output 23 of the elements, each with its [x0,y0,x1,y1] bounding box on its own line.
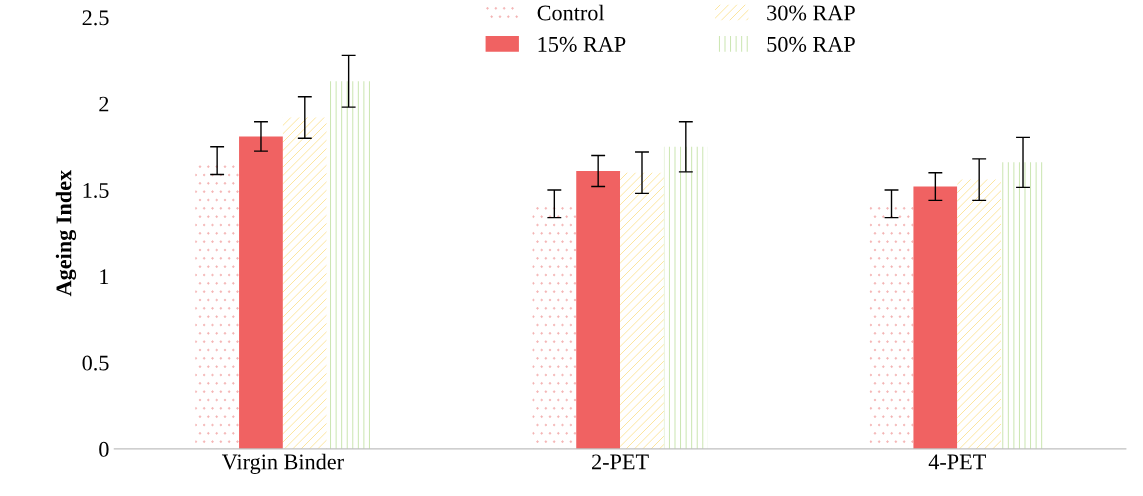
x-tick-label: 4-PET [928,454,986,470]
y-tick-label: 0.5 [82,355,109,371]
bar [282,117,327,449]
bar [1001,162,1045,449]
legend-label: 50% RAP [767,36,855,52]
x-tick-label: Virgin Binder [221,453,344,474]
legend-label: 15% RAP [538,36,626,52]
bar [239,136,283,449]
x-tick-label: 2-PET [592,454,649,470]
bar [957,179,1002,449]
bar [620,172,664,449]
bar [663,146,708,449]
legend-label: Control [537,4,605,21]
y-tick-label: 0 [99,441,109,457]
bar [326,81,371,449]
bar [913,186,958,449]
bar [576,170,621,449]
y-axis-title: Ageing Index [55,169,77,297]
legend-label: 30% RAP [767,5,855,21]
y-tick-label: 2.5 [82,10,109,26]
y-tick-label: 2 [99,96,109,112]
y-tick-label: 1 [100,269,109,284]
y-tick-label: 1.5 [83,183,109,198]
